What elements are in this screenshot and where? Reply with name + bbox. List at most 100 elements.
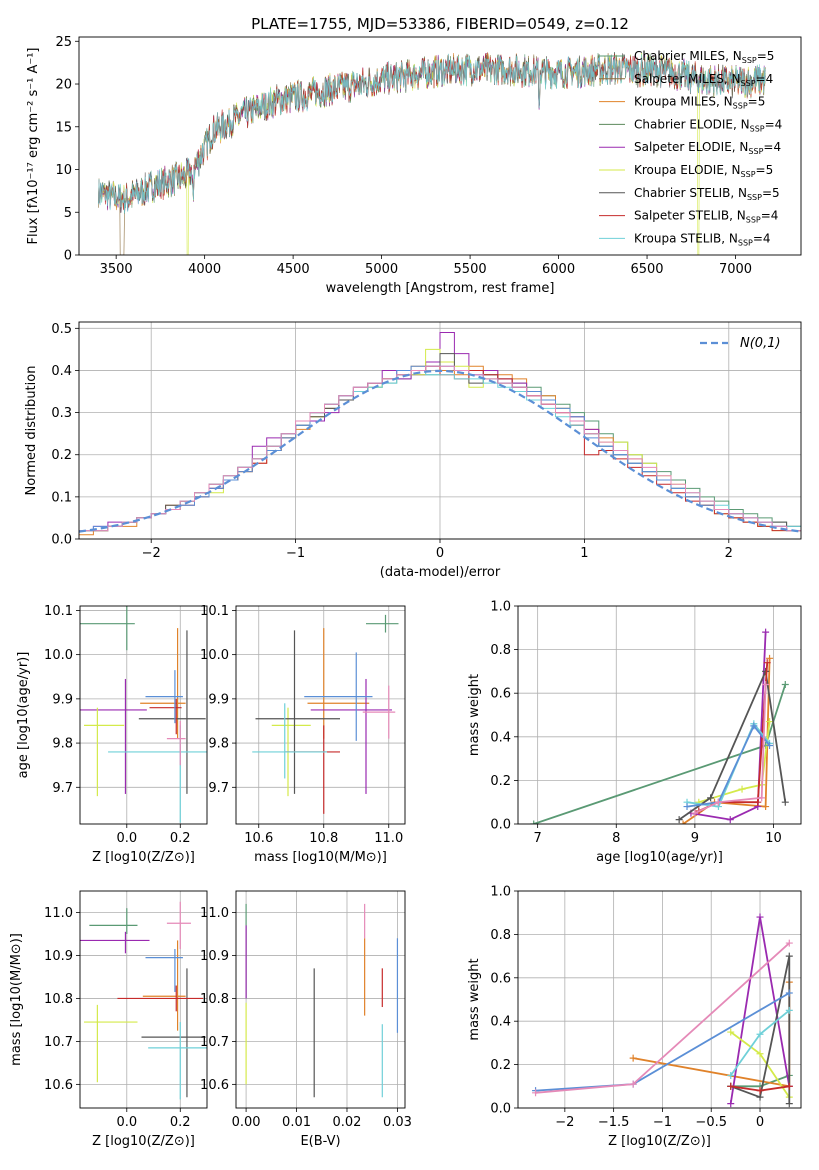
mass-weight-point	[785, 1100, 793, 1108]
y-tick-label: 11.0	[44, 906, 73, 921]
errorbar-group	[80, 901, 207, 1100]
mass-weight-point	[756, 1093, 764, 1101]
mass-weight-point	[756, 1030, 764, 1038]
y-tick-label: 10.8	[200, 992, 229, 1007]
mass-weight-point	[785, 1006, 793, 1014]
legend-label-subscript: SSP	[747, 193, 762, 202]
y-tick-label: 0	[64, 249, 72, 264]
x-tick-label: −2	[142, 546, 161, 561]
errorbar-group	[80, 606, 207, 823]
legend-label-value: =4	[756, 72, 774, 86]
mass-weight-line	[678, 668, 787, 821]
mass-weight-point	[532, 1089, 540, 1097]
y-tick-label: 0.8	[490, 643, 511, 658]
mass-weight-point	[707, 794, 715, 802]
y-tick-label: 15	[55, 120, 72, 135]
age_vs_mass-panel: 10.6 10.8 11.0 9.7 9.8 9.9 10.0 10.1 mass [log10…	[200, 604, 406, 865]
y-tick-label: 10.0	[44, 648, 73, 663]
mass-weight-point	[781, 680, 789, 688]
mass_vs_EBV-panel: 0.00 0.01 0.02 0.03 10.6 10.7 10.8 10.9 11.0 E(B-…	[200, 890, 412, 1149]
mass-weight-point	[629, 1054, 637, 1062]
y-tick-label: 10.6	[44, 1078, 73, 1093]
mass-weight-line	[698, 721, 771, 804]
figure-title: PLATE=1755, MJD=53386, FIBERID=0549, z=0…	[251, 15, 629, 33]
y-tick-label: 9.9	[52, 692, 73, 707]
mass-weight-line	[686, 724, 771, 808]
x-axis-label: E(B-V)	[300, 1134, 340, 1149]
axes-frame	[517, 605, 802, 825]
x-tick-label: 10.8	[309, 831, 338, 846]
x-tick-label: 0	[756, 1115, 764, 1130]
x-tick-label: 9	[691, 831, 699, 846]
x-tick-label: 6000	[542, 262, 575, 277]
legend-label: Kroupa STELIB, NSSP=4	[634, 231, 771, 247]
y-axis-label: age [log10(age/yr)]	[16, 652, 31, 779]
x-tick-label: 4500	[277, 262, 310, 277]
x-tick-label: 0	[436, 546, 444, 561]
y-tick-label: 10.1	[44, 604, 73, 619]
y-tick-label: 1.0	[490, 885, 511, 900]
mass-weight-point	[766, 654, 774, 662]
legend-label-subscript: SSP	[746, 216, 761, 225]
legend-label: Kroupa MILES, NSSP=5	[634, 95, 765, 111]
y-tick-label: 0.5	[51, 322, 72, 337]
residuals-panel: −2 −1 0 1 2 0.0 0.1 0.2 0.3 0.4 0.5 (data-model)/er…	[24, 321, 802, 580]
axes-frame	[235, 890, 406, 1109]
mass-weight-point	[727, 1100, 735, 1108]
legend-label-value: =5	[756, 163, 774, 177]
x-axis-label: mass [log10(M/M⊙)]	[254, 850, 387, 865]
mass-weight-point	[756, 1087, 764, 1095]
y-axis-label: mass weight	[467, 674, 482, 756]
legend-label: Chabrier ELODIE, NSSP=4	[634, 117, 782, 133]
x-axis-label: (data-model)/error	[380, 565, 501, 580]
x-tick-label: 2	[725, 546, 733, 561]
histogram-group	[79, 332, 801, 539]
x-tick-label: 0.0	[116, 1115, 137, 1130]
axes-frame	[78, 321, 802, 540]
legend-label-value: =4	[761, 209, 779, 223]
x-tick-label: 0.2	[170, 1115, 191, 1130]
y-tick-label: 0.0	[490, 1102, 511, 1117]
x-tick-label: 8	[612, 831, 620, 846]
y-tick-label: 25	[55, 35, 72, 50]
mass-weight-point	[758, 794, 766, 802]
y-tick-label: 10.6	[200, 1078, 229, 1093]
legend-label-subscript: SSP	[738, 238, 753, 247]
y-tick-label: 10.9	[200, 949, 229, 964]
y-tick-label: 10.7	[200, 1035, 229, 1050]
mass-weight-point	[727, 1028, 735, 1036]
legend-label-value: =4	[765, 117, 783, 131]
mass-weight-point	[727, 1082, 735, 1090]
mass-weight-lines	[530, 628, 789, 824]
x-tick-label: 1	[580, 546, 588, 561]
y-tick-label: 0.0	[490, 818, 511, 833]
x-tick-label: 0.2	[170, 831, 191, 846]
x-tick-label: 0.01	[282, 1115, 311, 1130]
y-tick-label: 20	[55, 78, 72, 93]
x-axis-label: age [log10(age/yr)]	[596, 850, 723, 865]
legend-label-subscript: SSP	[741, 79, 756, 88]
y-tick-label: 0.6	[490, 971, 511, 986]
mass-weight-point	[781, 798, 789, 806]
mass-weight-point	[714, 798, 722, 806]
x-tick-label: 7	[534, 831, 542, 846]
legend-label-subscript: SSP	[750, 124, 765, 133]
y-tick-label: 0.4	[490, 1015, 511, 1030]
mass-weight-point	[629, 1080, 637, 1088]
x-tick-label: 10	[765, 831, 782, 846]
mass-weight-point	[726, 816, 734, 824]
mass-weight-point	[762, 803, 770, 811]
mass-weight-point	[754, 798, 762, 806]
legend-label: Salpeter MILES, NSSP=4	[634, 72, 773, 88]
mass-weight-point	[530, 820, 538, 824]
mass-weight-point	[785, 989, 793, 997]
mass-weight-point	[691, 809, 699, 817]
x-tick-label: −1	[286, 546, 305, 561]
legend-label-value: =4	[753, 231, 771, 245]
mass-weight-point	[750, 722, 758, 730]
legend-label: Chabrier MILES, NSSP=5	[634, 49, 774, 65]
y-axis-label: Normed distribution	[24, 366, 39, 496]
x-tick-label: 3500	[100, 262, 133, 277]
x-axis-label: Z [log10(Z/Z⊙)]	[608, 1134, 711, 1149]
